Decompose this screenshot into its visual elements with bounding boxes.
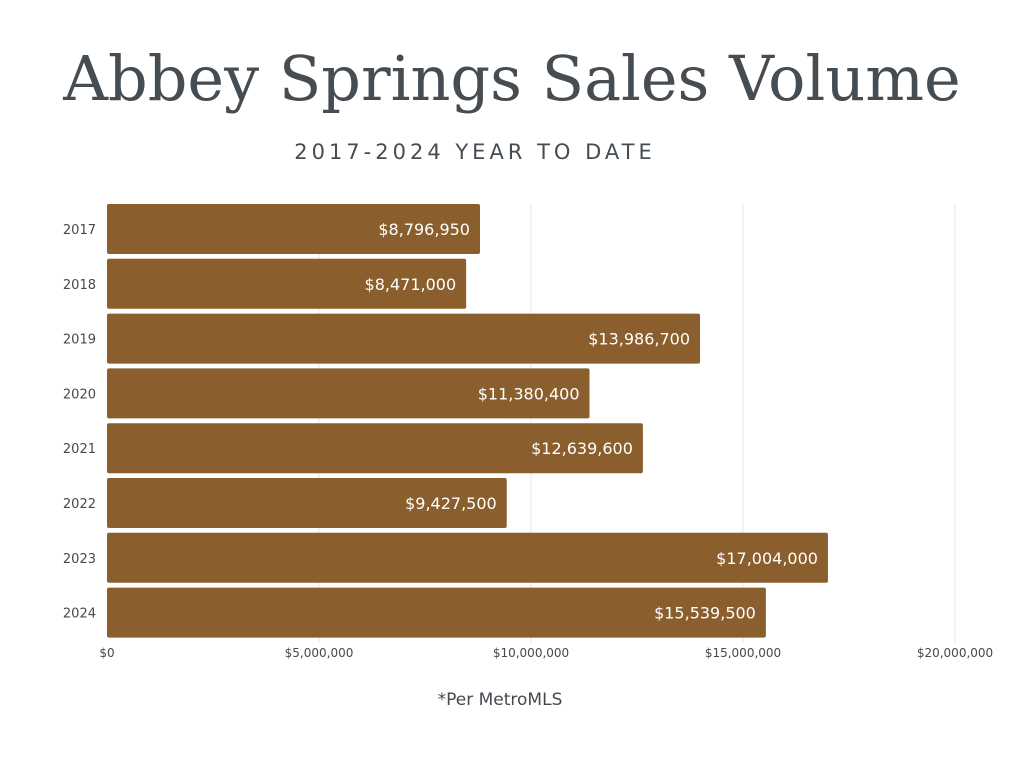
x-tick-label: $15,000,000 <box>705 646 781 660</box>
bar-value-label: $9,427,500 <box>405 494 497 513</box>
bar-value-label: $13,986,700 <box>588 330 690 349</box>
category-label: 2022 <box>63 497 96 512</box>
category-label: 2020 <box>63 387 96 402</box>
bar <box>107 532 828 583</box>
x-tick-label: $0 <box>99 646 114 660</box>
category-label: 2019 <box>63 333 96 348</box>
bar <box>107 587 766 638</box>
category-labels: 2017 2018 2019 2020 2021 2022 2023 2024 <box>63 223 96 622</box>
bar-value-label: $11,380,400 <box>478 384 580 403</box>
bar <box>107 313 701 364</box>
chart-title: Abbey Springs Sales Volume <box>63 42 961 115</box>
category-label: 2017 <box>63 223 96 238</box>
bar <box>107 204 480 254</box>
bar-value-label: $8,796,950 <box>378 220 470 239</box>
category-label: 2018 <box>63 278 96 293</box>
category-label: 2024 <box>63 607 96 622</box>
bar <box>107 368 590 419</box>
bar <box>107 478 507 528</box>
bar-value-label: $8,471,000 <box>365 275 457 294</box>
bar <box>107 423 643 474</box>
bar-value-label: $15,539,500 <box>654 604 756 623</box>
bars: $8,796,950 $8,471,000 $13,986,700 $11,380,4… <box>107 204 828 638</box>
bar-value-label: $17,004,000 <box>716 549 818 568</box>
bar-value-label: $12,639,600 <box>531 439 633 458</box>
chart-subtitle: 2017-2024 YEAR TO DATE <box>294 140 656 164</box>
footnote-source: *Per MetroMLS <box>437 690 563 710</box>
category-label: 2021 <box>63 442 96 457</box>
x-tick-label: $10,000,000 <box>493 646 569 660</box>
category-label: 2023 <box>63 552 96 567</box>
bar <box>107 258 467 309</box>
x-tick-labels: $0 $5,000,000 $10,000,000 $15,000,000 $20,00… <box>99 646 993 660</box>
x-tick-label: $20,000,000 <box>917 646 993 660</box>
x-tick-label: $5,000,000 <box>285 646 354 660</box>
